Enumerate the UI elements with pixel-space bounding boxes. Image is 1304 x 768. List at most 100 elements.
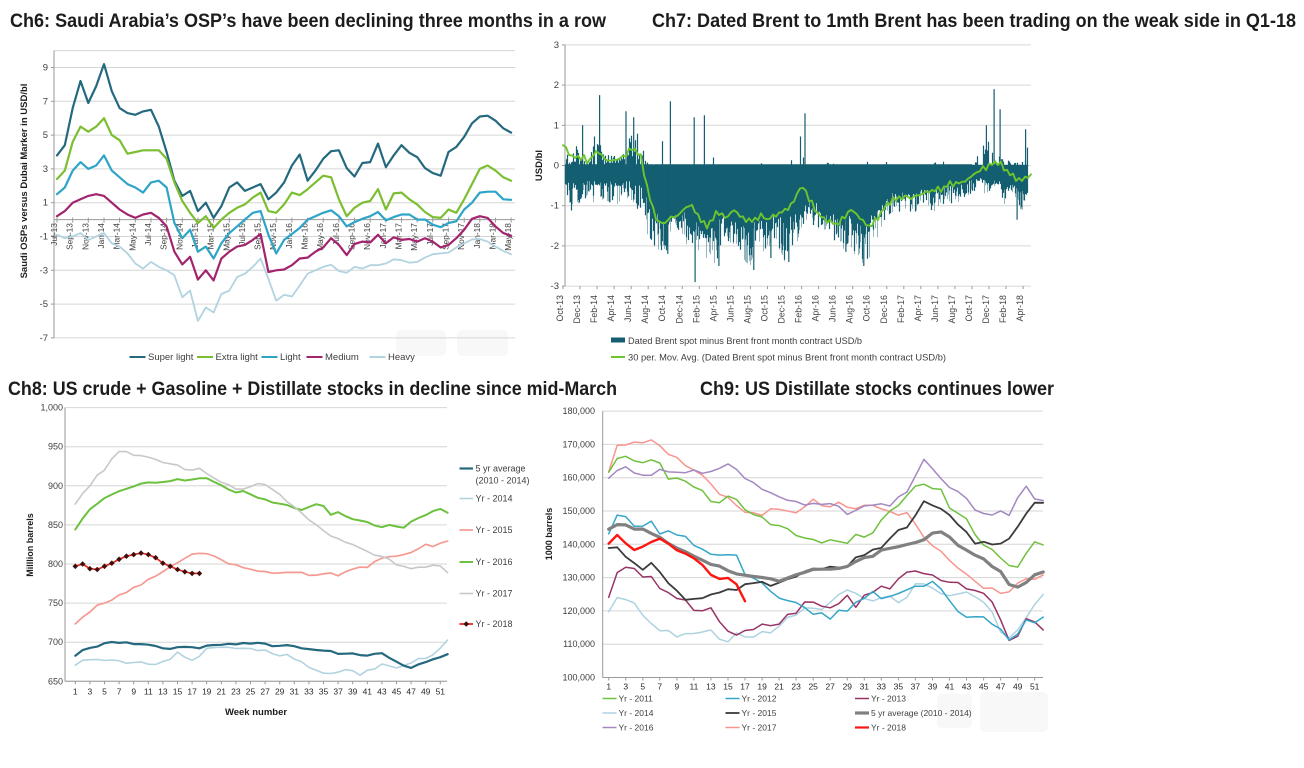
svg-text:Week number: Week number <box>225 707 287 718</box>
svg-text:180,000: 180,000 <box>562 406 595 416</box>
svg-text:11: 11 <box>689 682 698 692</box>
svg-text:51: 51 <box>1030 682 1040 692</box>
svg-text:Jul-15: Jul-15 <box>237 223 247 246</box>
svg-text:Dec-14: Dec-14 <box>674 295 684 323</box>
svg-text:Jan-15: Jan-15 <box>190 223 200 249</box>
svg-text:33: 33 <box>877 682 887 692</box>
svg-text:49: 49 <box>421 686 431 696</box>
svg-text:17: 17 <box>187 686 197 696</box>
svg-text:9: 9 <box>675 682 680 692</box>
svg-text:Feb-17: Feb-17 <box>896 295 906 323</box>
svg-text:29: 29 <box>275 686 285 696</box>
svg-text:13: 13 <box>706 682 716 692</box>
svg-text:Nov-17: Nov-17 <box>456 223 466 250</box>
svg-text:Feb-14: Feb-14 <box>589 295 599 323</box>
svg-text:Jan-17: Jan-17 <box>378 223 388 249</box>
svg-text:49: 49 <box>1013 682 1023 692</box>
svg-text:2: 2 <box>554 80 559 91</box>
svg-text:110,000: 110,000 <box>563 639 595 649</box>
svg-text:Medium: Medium <box>325 352 359 363</box>
svg-text:Sep-14: Sep-14 <box>159 223 169 250</box>
svg-text:Aug-17: Aug-17 <box>947 295 957 323</box>
svg-text:37: 37 <box>911 682 921 692</box>
svg-text:Dec-13: Dec-13 <box>572 295 582 323</box>
svg-text:Yr - 2015: Yr - 2015 <box>742 708 777 718</box>
svg-text:41: 41 <box>945 682 955 692</box>
svg-text:Ch8: US crude + Gasoline + Dis: Ch8: US crude + Gasoline + Distillate st… <box>8 379 617 400</box>
svg-text:1000 barrels: 1000 barrels <box>544 508 554 561</box>
svg-text:Apr-14: Apr-14 <box>606 295 616 322</box>
svg-text:Yr - 2017: Yr - 2017 <box>476 589 513 599</box>
svg-text:45: 45 <box>979 682 989 692</box>
svg-text:Saudi OSPs versus Dubai Marker: Saudi OSPs versus Dubai Marker in USD/bl <box>19 84 30 279</box>
svg-text:30 per. Mov. Avg. (Dated Brent: 30 per. Mov. Avg. (Dated Brent spot minu… <box>628 353 946 363</box>
svg-text:27: 27 <box>825 682 835 692</box>
svg-text:Super light: Super light <box>148 352 194 363</box>
svg-text:Jan-14: Jan-14 <box>96 223 106 249</box>
svg-text:35: 35 <box>894 682 904 692</box>
svg-text:Feb-16: Feb-16 <box>794 295 804 323</box>
svg-text:23: 23 <box>791 682 801 692</box>
svg-text:-1: -1 <box>551 201 559 212</box>
svg-text:51: 51 <box>436 686 446 696</box>
svg-text:5 yr average: 5 yr average <box>476 464 526 474</box>
svg-text:39: 39 <box>348 686 358 696</box>
svg-text:Apr-18: Apr-18 <box>1015 295 1025 322</box>
svg-text:1: 1 <box>554 120 559 131</box>
svg-text:Yr - 2017: Yr - 2017 <box>742 723 777 733</box>
svg-text:150,000: 150,000 <box>562 506 595 516</box>
svg-text:Oct-16: Oct-16 <box>862 295 872 322</box>
svg-text:Yr - 2014: Yr - 2014 <box>476 494 513 504</box>
svg-text:25: 25 <box>246 686 256 696</box>
svg-text:1: 1 <box>73 686 78 696</box>
svg-text:Jul-16: Jul-16 <box>331 223 341 246</box>
svg-text:3: 3 <box>88 686 93 696</box>
svg-text:Feb-15: Feb-15 <box>691 295 701 323</box>
svg-text:900: 900 <box>48 481 63 491</box>
svg-text:11: 11 <box>144 686 153 696</box>
svg-text:Jan-18: Jan-18 <box>472 223 482 249</box>
svg-text:45: 45 <box>392 686 402 696</box>
svg-text:Aug-16: Aug-16 <box>845 295 855 323</box>
svg-text:Jun-17: Jun-17 <box>930 295 940 322</box>
svg-text:Oct-15: Oct-15 <box>760 295 770 322</box>
svg-text:-1: -1 <box>40 232 48 243</box>
svg-text:31: 31 <box>290 686 300 696</box>
svg-text:Jul-17: Jul-17 <box>425 223 435 246</box>
svg-text:37: 37 <box>333 686 343 696</box>
svg-text:0: 0 <box>554 161 559 172</box>
svg-text:Jul-13: Jul-13 <box>49 223 59 246</box>
svg-text:19: 19 <box>202 686 212 696</box>
svg-text:1: 1 <box>606 682 611 692</box>
svg-text:15: 15 <box>723 682 733 692</box>
svg-text:29: 29 <box>843 682 853 692</box>
svg-text:750: 750 <box>48 598 63 608</box>
svg-text:41: 41 <box>363 686 373 696</box>
svg-text:Mar-18: Mar-18 <box>488 223 498 250</box>
svg-text:Dec-16: Dec-16 <box>879 295 889 323</box>
svg-text:15: 15 <box>173 686 183 696</box>
svg-text:700: 700 <box>48 637 63 647</box>
svg-text:1,000: 1,000 <box>40 403 63 413</box>
svg-text:1: 1 <box>43 198 48 209</box>
svg-text:Apr-15: Apr-15 <box>708 295 718 322</box>
svg-text:Yr - 2016: Yr - 2016 <box>476 557 513 567</box>
svg-text:Mar-14: Mar-14 <box>112 223 122 250</box>
svg-text:Aug-15: Aug-15 <box>742 295 752 323</box>
svg-text:5: 5 <box>640 682 645 692</box>
svg-text:47: 47 <box>406 686 416 696</box>
svg-text:-3: -3 <box>551 281 559 292</box>
svg-text:43: 43 <box>962 682 972 692</box>
svg-text:17: 17 <box>740 682 750 692</box>
svg-text:Dated Brent spot minus Brent f: Dated Brent spot minus Brent front month… <box>628 336 862 346</box>
svg-text:-5: -5 <box>40 299 48 310</box>
svg-text:-2: -2 <box>551 241 559 252</box>
svg-text:May-17: May-17 <box>409 223 419 251</box>
svg-text:39: 39 <box>928 682 938 692</box>
svg-text:Jun-15: Jun-15 <box>725 295 735 322</box>
svg-text:140,000: 140,000 <box>562 539 595 549</box>
svg-text:Oct-13: Oct-13 <box>555 295 565 322</box>
svg-text:Yr - 2016: Yr - 2016 <box>619 723 654 733</box>
svg-text:Ch7: Dated Brent to 1mth Brent: Ch7: Dated Brent to 1mth Brent has been … <box>652 11 1296 32</box>
svg-text:3: 3 <box>554 40 559 51</box>
